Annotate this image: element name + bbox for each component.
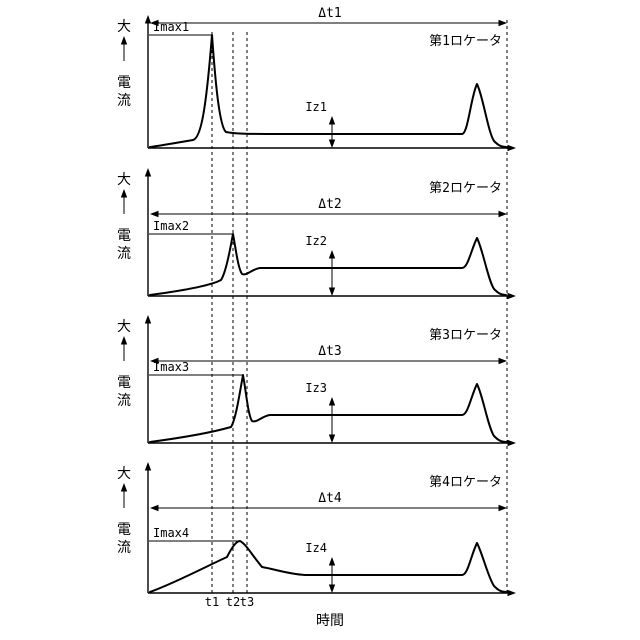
- panel-2: 大電流 第2ロケータ Δt2 Imax2 Iz2: [117, 168, 516, 300]
- dt-label: Δt2: [318, 197, 341, 212]
- dt-arrow-left-icon: [150, 210, 159, 218]
- iz-label: Iz1: [305, 100, 327, 114]
- iz-arrow-up-icon: [328, 116, 336, 125]
- panel-3: 大電流 第3ロケータ Δt3 Imax3 Iz3: [117, 315, 516, 447]
- y-direction-arrow-icon: [120, 336, 128, 345]
- y-axis-label: 電: [117, 75, 131, 91]
- tick-label: t3: [240, 595, 254, 609]
- dt-arrow-right-icon: [498, 210, 507, 218]
- panel-4: 大電流 第4ロケータ Δt4 Imax4 Iz4: [117, 462, 516, 597]
- imax-label: Imax1: [153, 20, 189, 34]
- iz-arrow-up-icon: [328, 557, 336, 566]
- waveform-curve: [149, 233, 507, 296]
- y-max-label: 大: [117, 19, 131, 35]
- y-axis-arrow-icon: [144, 462, 152, 471]
- x-axis-arrow-icon: [507, 589, 516, 597]
- y-axis-arrow-icon: [144, 168, 152, 177]
- y-axis-label: 電: [117, 228, 131, 244]
- iz-label: Iz3: [305, 381, 327, 395]
- dt-arrow-right-icon: [498, 504, 507, 512]
- waveform-curve: [149, 540, 507, 593]
- locator-label: 第3ロケータ: [429, 328, 502, 343]
- dt-label: Δt1: [318, 6, 341, 21]
- y-direction-arrow-icon: [120, 189, 128, 198]
- y-max-label: 大: [117, 172, 131, 188]
- y-direction-arrow-icon: [120, 36, 128, 45]
- locator-label: 第1ロケータ: [429, 34, 502, 49]
- imax-label: Imax3: [153, 360, 189, 374]
- y-axis-label: 流: [117, 246, 131, 262]
- iz-arrow-down-icon: [328, 584, 336, 593]
- y-axis-label: 電: [117, 375, 131, 391]
- dt-label: Δt4: [318, 491, 342, 506]
- tick-label: t1: [205, 595, 219, 609]
- dt-arrow-left-icon: [150, 19, 159, 27]
- y-axis-arrow-icon: [144, 315, 152, 324]
- dt-label: Δt3: [318, 344, 341, 359]
- y-axis-arrow-icon: [144, 15, 152, 24]
- dt-arrow-right-icon: [498, 19, 507, 27]
- iz-label: Iz4: [305, 541, 327, 555]
- dt-arrow-right-icon: [498, 357, 507, 365]
- y-max-label: 大: [117, 319, 131, 335]
- y-axis-label: 流: [117, 393, 131, 409]
- dt-arrow-left-icon: [150, 504, 159, 512]
- iz-arrow-down-icon: [328, 434, 336, 443]
- tick-label: t2: [226, 595, 240, 609]
- locator-label: 第2ロケータ: [429, 181, 502, 196]
- y-axis-label: 流: [117, 93, 131, 109]
- x-axis-arrow-icon: [507, 292, 516, 300]
- y-axis-label: 流: [117, 540, 131, 556]
- y-direction-arrow-icon: [120, 483, 128, 492]
- y-axis-label: 電: [117, 522, 131, 538]
- iz-arrow-up-icon: [328, 250, 336, 259]
- locator-label: 第4ロケータ: [429, 475, 502, 490]
- iz-arrow-down-icon: [328, 287, 336, 296]
- x-axis-title: 時間: [316, 613, 344, 629]
- panel-1: 大電流 第1ロケータ Δt1 Imax1 Iz1: [117, 6, 516, 152]
- imax-label: Imax4: [153, 526, 189, 540]
- dt-arrow-left-icon: [150, 357, 159, 365]
- x-axis-arrow-icon: [507, 439, 516, 447]
- iz-arrow-up-icon: [328, 397, 336, 406]
- waveform-curve: [149, 374, 507, 443]
- imax-label: Imax2: [153, 219, 189, 233]
- iz-arrow-down-icon: [328, 139, 336, 148]
- waveform-curve: [149, 34, 507, 148]
- iz-label: Iz2: [305, 234, 327, 248]
- x-axis-arrow-icon: [507, 144, 516, 152]
- y-max-label: 大: [117, 466, 131, 482]
